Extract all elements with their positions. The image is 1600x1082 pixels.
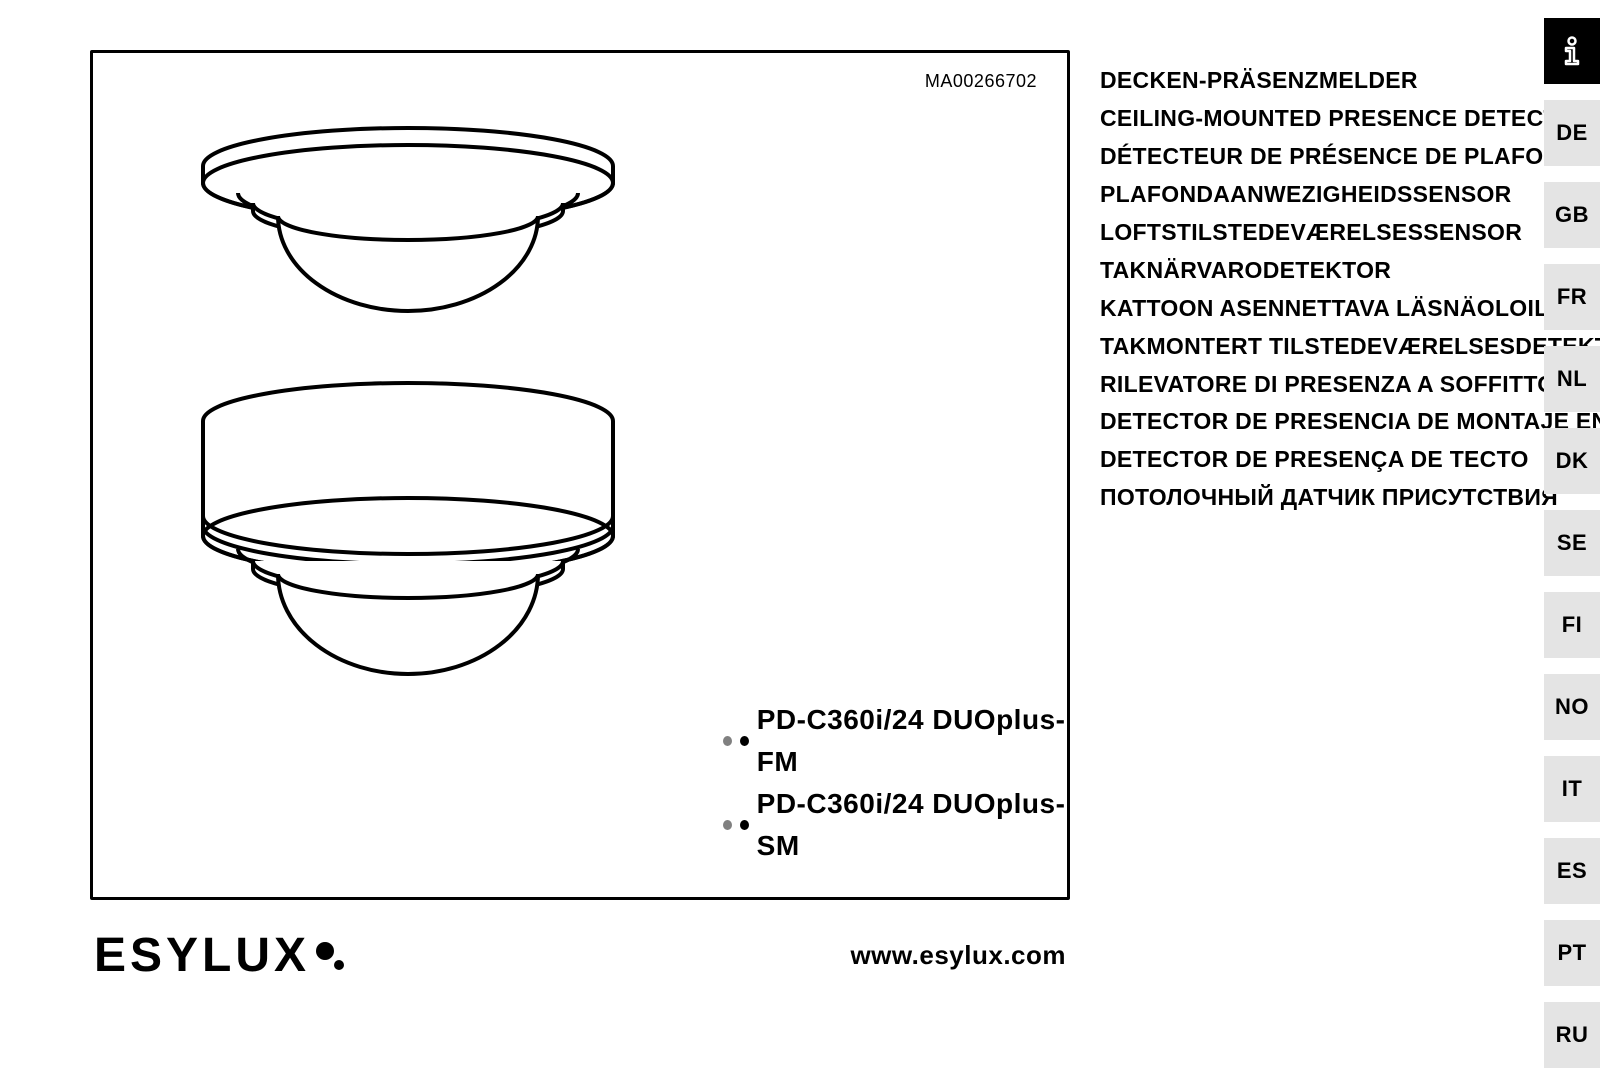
illustration-box: MA00266702 (90, 50, 1070, 900)
brand-text: ESYLUX (94, 928, 310, 983)
title-dk: LOFTSTILSTEDEVÆRELSESSENSOR (1100, 214, 1600, 252)
logo-dot-icon (316, 942, 334, 960)
website-url: www.esylux.com (850, 940, 1066, 971)
title-it: RILEVATORE DI PRESENZA A SOFFITTO (1100, 366, 1600, 404)
product-illustrations (193, 111, 1037, 701)
title-fi: KATTOON ASENNETTAVA LÄSNÄOLOILMAISIN (1100, 290, 1600, 328)
title-se: TAKNÄRVARODETEKTOR (1100, 252, 1600, 290)
title-fr: DÉTECTEUR DE PRÉSENCE DE PLAFOND (1100, 138, 1600, 176)
product-line-2: PD-C360i/24 DUOplus-SM (723, 783, 1067, 867)
tab-ru[interactable]: RU (1544, 1002, 1600, 1068)
product-1-label: PD-C360i/24 DUOplus-FM (757, 699, 1067, 783)
language-tabs: DE GB FR NL DK SE FI NO IT ES PT RU (1544, 18, 1600, 1068)
sensor-sm-illustration (193, 371, 623, 701)
product-2-label: PD-C360i/24 DUOplus-SM (757, 783, 1067, 867)
title-gb: CEILING-MOUNTED PRESENCE DETECTOR (1100, 100, 1600, 138)
tab-fr[interactable]: FR (1544, 264, 1600, 330)
tab-pt[interactable]: PT (1544, 920, 1600, 986)
title-es: DETECTOR DE PRESENCIA DE MONTAJE EN TECH… (1100, 403, 1600, 441)
title-ru: ПОТОЛОЧНЫЙ ДАТЧИК ПРИСУТСТВИЯ (1100, 479, 1600, 517)
tab-es[interactable]: ES (1544, 838, 1600, 904)
product-line-1: PD-C360i/24 DUOplus-FM (723, 699, 1067, 783)
bullet-black-icon (740, 736, 749, 746)
logo-dot-icon (334, 960, 344, 970)
bullet-gray-icon (723, 736, 732, 746)
title-de: DECKEN-PRÄSENZMELDER (1100, 62, 1600, 100)
sensor-fm-illustration (193, 111, 623, 321)
tab-it[interactable]: IT (1544, 756, 1600, 822)
tab-no[interactable]: NO (1544, 674, 1600, 740)
info-icon (1560, 36, 1584, 66)
title-no: TAKMONTERT TILSTEDEVÆRELSESDETEKTOR (1100, 328, 1600, 366)
title-nl: PLAFONDAANWEZIGHEIDSSENSOR (1100, 176, 1600, 214)
tab-nl[interactable]: NL (1544, 346, 1600, 412)
document-number: MA00266702 (925, 71, 1037, 92)
title-pt: DETECTOR DE PRESENÇA DE TECTO (1100, 441, 1600, 479)
tab-dk[interactable]: DK (1544, 428, 1600, 494)
bullet-black-icon (740, 820, 749, 830)
tab-gb[interactable]: GB (1544, 182, 1600, 248)
tab-fi[interactable]: FI (1544, 592, 1600, 658)
product-names: PD-C360i/24 DUOplus-FM PD-C360i/24 DUOpl… (723, 699, 1067, 867)
tab-de[interactable]: DE (1544, 100, 1600, 166)
brand-logo: ESYLUX (94, 928, 344, 983)
bullet-gray-icon (723, 820, 732, 830)
tab-info[interactable] (1544, 18, 1600, 84)
title-list: DECKEN-PRÄSENZMELDER CEILING-MOUNTED PRE… (1100, 62, 1600, 517)
tab-se[interactable]: SE (1544, 510, 1600, 576)
